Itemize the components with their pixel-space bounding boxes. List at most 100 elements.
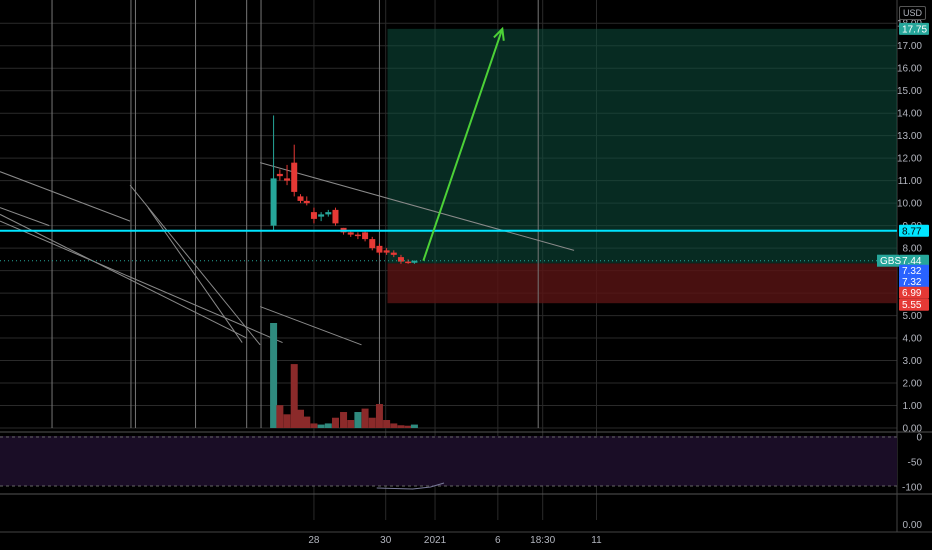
trend-line[interactable] — [0, 207, 50, 227]
time-axis-label: 6 — [495, 535, 501, 546]
candle-body[interactable] — [291, 162, 298, 192]
volume-bar — [368, 417, 376, 428]
trend-lines — [0, 162, 575, 346]
volume-bar — [317, 424, 325, 428]
trend-line[interactable] — [259, 162, 575, 251]
price-tag-box — [899, 264, 929, 277]
time-axis-label: 30 — [380, 535, 392, 546]
volume-bar — [283, 414, 291, 428]
vertical-drawing-lines — [51, 0, 539, 428]
price-axis-label: 1.00 — [903, 401, 923, 412]
symbol-tag: GBS — [880, 256, 901, 267]
oscillator-band — [0, 436, 897, 486]
oscillator-line — [376, 482, 445, 490]
position-zones — [387, 28, 897, 304]
price-tag-value: 7.44 — [902, 256, 922, 267]
time-axis-label: 2021 — [424, 535, 447, 546]
price-tag-value: 6.99 — [902, 288, 922, 299]
candle-body[interactable] — [362, 232, 369, 240]
volume-bar — [324, 423, 332, 428]
arrow-head — [493, 26, 505, 41]
volume-bar — [354, 412, 362, 428]
price-tag-box — [899, 298, 929, 311]
candle-body[interactable] — [310, 212, 317, 219]
volume-bar — [303, 416, 311, 428]
price-axis-label: 16.00 — [897, 64, 922, 75]
price-axis-label: 11.00 — [898, 176, 923, 187]
oscillator-axis-label: -100 — [902, 483, 922, 494]
price-tag-box — [899, 22, 929, 35]
candle-body[interactable] — [405, 261, 412, 264]
price-tag-value: 8.77 — [902, 226, 922, 237]
candle-body[interactable] — [325, 212, 332, 215]
oscillator-axis-label: 0 — [916, 433, 922, 444]
volume-bar — [404, 425, 412, 428]
price-axis-label: 2.00 — [903, 379, 923, 390]
candle-body[interactable] — [284, 178, 291, 181]
price-axis-label: 17.00 — [897, 41, 922, 52]
candlesticks — [270, 115, 418, 264]
price-tag-value: 7.32 — [902, 266, 922, 277]
horizontal-price-line[interactable] — [0, 229, 897, 262]
trend-line[interactable] — [0, 213, 247, 339]
volume-bar — [347, 420, 355, 428]
price-tag-value: 7.32 — [902, 277, 922, 288]
candle-body[interactable] — [297, 196, 304, 201]
volume-bar — [276, 405, 284, 428]
candle-body[interactable] — [332, 209, 339, 224]
bottom-pane-axis-label: 0.00 — [903, 520, 923, 531]
price-axis-label: 15.00 — [897, 86, 922, 97]
volume-bar — [331, 417, 339, 428]
price-tag-value: 17.75 — [902, 24, 927, 35]
price-axis-label: 13.00 — [897, 131, 922, 142]
candle-body[interactable] — [354, 234, 361, 237]
symbol-tag-box — [877, 254, 899, 267]
candle-body[interactable] — [376, 245, 383, 253]
arrow-shaft[interactable] — [422, 28, 504, 262]
candle-body[interactable] — [276, 173, 283, 177]
target-arrow[interactable] — [422, 26, 505, 262]
time-axis-label: 28 — [308, 535, 320, 546]
candle-body[interactable] — [303, 200, 310, 204]
volume-bar — [383, 420, 391, 428]
time-axis-label: 11 — [591, 535, 602, 546]
volume-bar — [296, 409, 304, 428]
price-axis-label: 12.00 — [897, 154, 922, 165]
loss-zone[interactable] — [387, 263, 897, 304]
price-axis-label: 4.00 — [903, 334, 923, 345]
price-tag-value: 5.55 — [902, 300, 922, 311]
candle-body[interactable] — [318, 214, 325, 217]
time-axis-label: 18:30 — [530, 535, 555, 546]
time-axis[interactable]: 28 30 2021 6 18:30 11 — [308, 535, 602, 546]
candle-body[interactable] — [390, 252, 397, 255]
volume-bar — [375, 404, 383, 428]
candle-body[interactable] — [347, 232, 354, 235]
volume-bar — [361, 408, 369, 428]
trend-line[interactable] — [129, 184, 261, 346]
volume-bar — [340, 412, 348, 428]
oscillator-pane — [0, 436, 897, 490]
volume-bar — [270, 323, 278, 428]
trend-line[interactable] — [0, 220, 283, 344]
candle-body[interactable] — [411, 260, 418, 263]
volume-bar — [390, 423, 398, 428]
currency-label[interactable]: USD — [898, 6, 926, 20]
trend-line[interactable] — [0, 171, 131, 222]
price-axis-label: 0.00 — [903, 424, 923, 435]
profit-zone[interactable] — [387, 28, 897, 264]
candle-body[interactable] — [369, 239, 376, 249]
volume-bar — [290, 364, 298, 428]
price-tag-box — [899, 286, 929, 299]
trend-line[interactable] — [259, 306, 362, 346]
price-axis-label: 14.00 — [897, 109, 922, 120]
candle-body[interactable] — [397, 257, 404, 262]
price-axis-label: 3.00 — [903, 356, 923, 367]
price-axis-label: 8.00 — [903, 244, 923, 255]
volume-bars — [270, 323, 418, 428]
candle-body[interactable] — [270, 178, 277, 226]
price-axis-label: 5.00 — [903, 311, 923, 322]
price-tag-box — [899, 254, 929, 267]
candle-body[interactable] — [383, 250, 390, 253]
